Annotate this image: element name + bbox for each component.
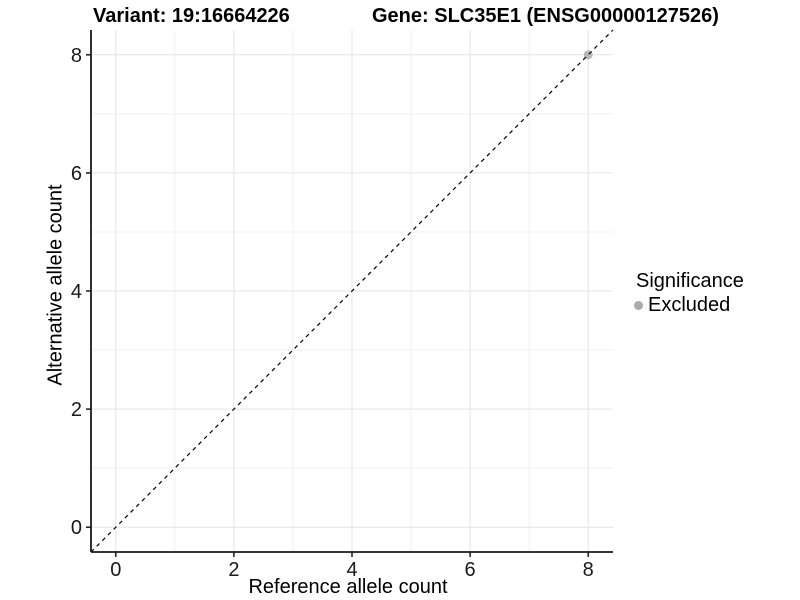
y-tick-label: 4 (71, 281, 82, 303)
excluded-point-icon (634, 301, 643, 310)
y-tick-label: 8 (71, 45, 82, 67)
x-tick-label: 2 (228, 559, 239, 581)
legend: Significance Excluded (630, 270, 744, 317)
variant-title: Variant: 19:16664226 (93, 5, 290, 27)
legend-item-excluded: Excluded (630, 294, 744, 317)
legend-item-label: Excluded (648, 294, 731, 316)
x-tick-label: 0 (110, 559, 121, 581)
x-tick-label: 6 (465, 559, 476, 581)
gene-title: Gene: SLC35E1 (ENSG00000127526) (372, 5, 719, 27)
x-tick-label: 4 (346, 559, 357, 581)
y-tick-label: 0 (71, 517, 82, 539)
identity-reference-line (90, 29, 614, 553)
legend-title: Significance (636, 270, 744, 292)
y-tick-label: 6 (71, 163, 82, 185)
y-tick-label: 2 (71, 399, 82, 421)
x-axis-title: Reference allele count (248, 576, 448, 598)
x-tick-label: 8 (583, 559, 594, 581)
